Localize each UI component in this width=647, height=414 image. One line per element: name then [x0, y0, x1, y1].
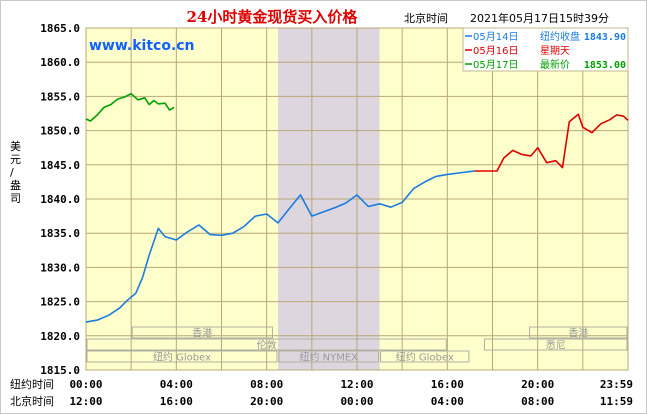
timezone-label: 北京时间: [404, 11, 448, 25]
legend-row: 05月14日 纽约收盘 1843.90: [465, 30, 626, 43]
legend-value: 1843.90: [584, 32, 626, 43]
x-tick-label-ny: 16:00: [431, 378, 464, 391]
session-box: [278, 350, 380, 363]
legend-box: [462, 27, 629, 72]
series-line: [474, 113, 629, 172]
series-line: [85, 92, 175, 122]
session-label: 纽约 NYMEX: [299, 351, 358, 364]
legend-label: 星期天: [540, 45, 570, 57]
x-tick-label-bj: 11:59: [600, 395, 633, 408]
header-datetime: 2021年05月17日15时39分: [470, 11, 609, 25]
x-tick-label-ny: 00:00: [69, 378, 102, 391]
y-tick-label: 1840.0: [40, 193, 80, 206]
y-tick-label: 1830.0: [40, 261, 80, 274]
legend-date: 05月17日: [473, 59, 518, 71]
y-axis-label: 美元/盎司: [10, 140, 21, 205]
x-axis: 00:00 12:00 04:00 16:00 08:00 20:00 12:00 00:00…: [69, 378, 633, 408]
chart-title: 24小时黄金现货买入价格: [187, 8, 359, 26]
y-tick-label: 1850.0: [40, 125, 80, 138]
session-bar: 伦敦: [86, 338, 447, 352]
series-layer: [85, 92, 629, 323]
y-tick-label: 1865.0: [40, 22, 80, 35]
session-label: 纽约 Globex: [153, 351, 211, 364]
session-label: 悉尼: [546, 340, 566, 352]
x-row-label-ny: 纽约时间: [10, 377, 54, 391]
y-tick-label: 1825.0: [40, 296, 80, 309]
x-tick-label-bj: 12:00: [69, 395, 102, 408]
legend-label: 最新价: [540, 58, 570, 71]
x-tick-label-bj: 08:00: [521, 395, 554, 408]
x-tick-label-ny: 12:00: [340, 378, 373, 391]
x-tick-label-bj: 00:00: [340, 395, 373, 408]
y-tick-label: 1845.0: [40, 159, 80, 172]
session-box: [529, 326, 628, 339]
session-bar: 香港: [529, 326, 628, 340]
session-label: 纽约 Globex: [396, 351, 454, 364]
x-tick-label-ny: 04:00: [160, 378, 193, 391]
x-row-label-bj: 北京时间: [10, 394, 54, 408]
session-bar: 纽约 NYMEX: [278, 350, 380, 364]
session-box: [131, 326, 273, 339]
x-tick-label-bj: 04:00: [431, 395, 464, 408]
legend-date: 05月16日: [473, 45, 518, 57]
legend: 05月14日 纽约收盘 1843.90 05月16日 星期天 05月17日 最新…: [462, 27, 629, 72]
session-box: [86, 350, 278, 363]
y-tick-label: 1855.0: [40, 90, 80, 103]
session-bar: 香港: [131, 326, 273, 340]
legend-value: 1853.00: [584, 60, 626, 71]
series-line: [85, 170, 475, 323]
y-tick-label: 1835.0: [40, 227, 80, 240]
y-tick-label: 1860.0: [40, 56, 80, 69]
session-bar: 悉尼: [483, 338, 628, 352]
session-label: 香港: [568, 328, 588, 340]
session-label: 香港: [192, 328, 212, 340]
y-tick-label: 1820.0: [40, 330, 80, 343]
x-tick-label-ny: 20:00: [521, 378, 554, 391]
session-bar: 纽约 Globex: [86, 350, 278, 364]
site-url[interactable]: www.kitco.cn: [89, 38, 195, 54]
legend-row: 05月16日 星期天: [465, 45, 570, 57]
y-axis: 1865.0 1860.0 1855.0 1850.0 1845.0 1840.0 1835…: [40, 22, 80, 377]
legend-label: 纽约收盘: [540, 30, 580, 43]
session-bar: 纽约 Globex: [380, 350, 470, 364]
y-tick-label: 1815.0: [40, 364, 80, 377]
session-box: [86, 338, 447, 351]
session-box: [380, 350, 470, 363]
x-tick-label-ny: 08:00: [250, 378, 283, 391]
x-tick-label-bj: 20:00: [250, 395, 283, 408]
x-tick-label-bj: 16:00: [160, 395, 193, 408]
legend-date: 05月14日: [473, 31, 518, 43]
session-box: [483, 338, 628, 351]
session-label: 伦敦: [257, 339, 277, 352]
legend-row: 05月17日 最新价 1853.00: [465, 58, 626, 71]
x-tick-label-ny: 23:59: [600, 378, 633, 391]
